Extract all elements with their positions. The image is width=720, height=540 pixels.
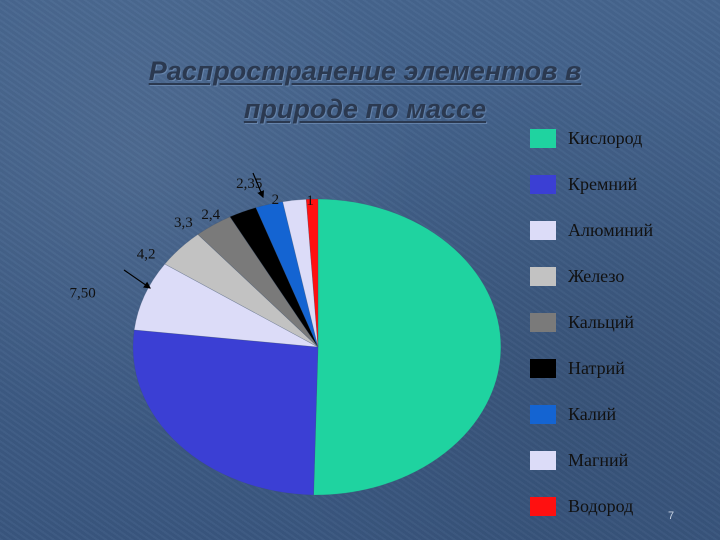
pie-slice-3	[133, 263, 319, 348]
chart-title: Распространение элементов в природе по м…	[95, 52, 635, 128]
legend-label: Алюминий	[568, 219, 654, 240]
pie-slice-4	[164, 234, 319, 348]
legend-item: Кислород	[530, 115, 653, 161]
legend-swatch	[530, 496, 556, 516]
slice-label-8: 2	[272, 192, 280, 208]
legend-label: Натрий	[568, 357, 625, 378]
legend-item: Калий	[530, 391, 653, 437]
slice-label-3: 7,50	[69, 286, 95, 302]
slice-label-6: 2,4	[201, 207, 220, 223]
chart-title-line-1: Распространение элементов в	[148, 56, 582, 86]
legend-item: Натрий	[530, 345, 653, 391]
pie-slice-2	[132, 329, 319, 496]
pie-slice-9	[305, 198, 319, 348]
legend-label: Кислород	[568, 127, 643, 148]
legend-label: Кальций	[568, 311, 635, 332]
legend-swatch	[530, 266, 556, 286]
pie-slice-5	[197, 216, 319, 348]
legend-label: Водород	[568, 495, 634, 516]
slice-label-9: 1	[306, 193, 314, 209]
legend-label: Железо	[568, 265, 625, 286]
legend-swatch	[530, 312, 556, 332]
pie-slice-6	[229, 207, 319, 348]
legend-item: Кремний	[530, 161, 653, 207]
slice-label-4: 4,2	[137, 246, 156, 262]
pie-slice-7	[255, 201, 319, 348]
legend-swatch	[530, 128, 556, 148]
legend-swatch	[530, 220, 556, 240]
legend-label: Кремний	[568, 173, 638, 194]
legend-swatch	[530, 174, 556, 194]
legend-item: Магний	[530, 437, 653, 483]
legend-item: Алюминий	[530, 207, 653, 253]
legend-item: Кальций	[530, 299, 653, 345]
leader-line-potassium	[252, 172, 265, 199]
leader-line-aluminium	[123, 269, 151, 289]
legend-swatch	[530, 404, 556, 424]
legend-swatch	[530, 450, 556, 470]
legend-item: Железо	[530, 253, 653, 299]
legend-label: Магний	[568, 449, 629, 470]
slice-label-7: 2,35	[236, 176, 262, 192]
page-number: 7	[668, 510, 675, 522]
chart-title-line-2: природе по массе	[243, 94, 487, 124]
pie-slice-1	[313, 198, 502, 496]
legend-swatch	[530, 358, 556, 378]
pie-slice-8	[282, 198, 319, 348]
legend-item: Водород	[530, 483, 653, 529]
legend-label: Калий	[568, 403, 617, 424]
slice-label-5: 3,3	[174, 215, 193, 231]
chart-legend: Кислород Кремний Алюминий Железо Кальций Натр…	[530, 115, 653, 529]
